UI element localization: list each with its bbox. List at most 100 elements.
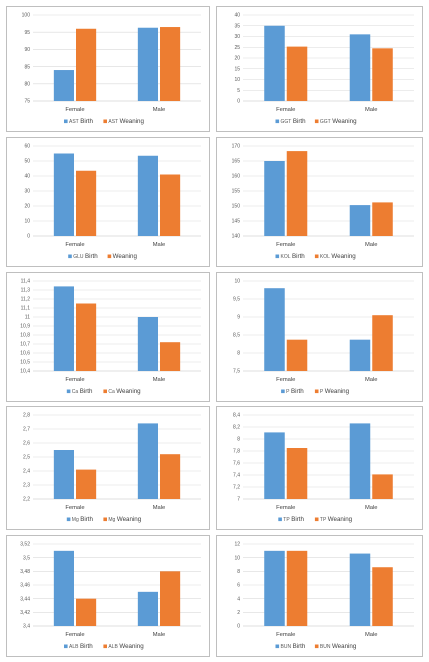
- bar-birth-female: [264, 161, 285, 236]
- y-tick-label: 10,4: [20, 369, 30, 375]
- legend-series-word: Birth: [291, 516, 304, 523]
- legend-swatch-birth: [66, 389, 71, 394]
- legend-series-prefix: GLU: [73, 254, 84, 260]
- y-tick-label: 85: [24, 64, 30, 70]
- legend-swatch-birth: [64, 644, 68, 649]
- legend-series-prefix: Ca: [72, 389, 79, 395]
- legend-series-word: Birth: [80, 643, 93, 650]
- bar-birth-female: [53, 550, 74, 626]
- legend-label-weaning: Mg Weaning: [108, 516, 141, 523]
- y-tick-label: 20: [234, 56, 240, 62]
- chart-panel-5: 10,4 10,5 10,6 10,7 10,8 10,9 11 11,1 11,2 11,3 11…: [6, 272, 210, 402]
- y-tick-label: 7,2: [233, 485, 240, 491]
- y-tick-label: 145: [232, 219, 241, 225]
- chart-panel-3: 0 10 20 30 40 50 60 Female Male GLU Birth Weaning: [6, 137, 210, 267]
- y-tick-label: 100: [22, 13, 31, 19]
- y-tick-label: 7,6: [233, 461, 240, 467]
- x-category-label: Male: [153, 377, 166, 383]
- legend-swatch-birth: [275, 644, 280, 649]
- legend-swatch-birth: [68, 254, 72, 259]
- y-tick-label: 10,8: [20, 333, 30, 339]
- legend-swatch-weaning: [314, 517, 319, 522]
- legend-swatch-weaning: [107, 254, 112, 259]
- y-tick-label: 165: [232, 159, 241, 165]
- legend: AST Birth AST Weaning: [64, 118, 145, 125]
- y-tick-label: 2: [237, 610, 240, 616]
- y-tick-label: 20: [24, 204, 30, 210]
- legend-swatch-weaning: [314, 389, 319, 394]
- x-category-label: Male: [365, 107, 378, 113]
- legend-series-prefix: ALB: [69, 644, 79, 650]
- bar-weaning-male: [160, 342, 181, 371]
- legend-swatch-birth: [275, 119, 280, 124]
- y-tick-label: 2,8: [23, 413, 30, 419]
- y-tick-label: 9: [237, 315, 240, 321]
- bar-weaning-male: [160, 27, 181, 101]
- y-tick-label: 8: [237, 569, 240, 575]
- legend-swatch-birth: [278, 517, 282, 522]
- legend-label-birth: GLU Birth: [73, 253, 98, 260]
- bar-weaning-male: [372, 474, 393, 499]
- legend-swatch-weaning: [103, 119, 107, 124]
- x-category-label: Female: [65, 505, 84, 511]
- legend-series-prefix: P: [320, 389, 324, 395]
- x-category-label: Female: [65, 107, 84, 113]
- bar-weaning-male: [372, 315, 393, 371]
- y-tick-label: 10: [234, 77, 240, 83]
- x-category-label: Male: [153, 107, 166, 113]
- legend-series-prefix: KOL: [320, 254, 330, 260]
- y-tick-label: 10,5: [20, 360, 30, 366]
- legend-series-prefix: AST: [69, 119, 79, 125]
- legend-series-prefix: P: [286, 389, 290, 395]
- bar-birth-male: [349, 553, 371, 626]
- y-tick-label: 30: [24, 189, 30, 195]
- legend: Mg Birth Mg Weaning: [66, 516, 142, 523]
- bar-birth-male: [349, 205, 371, 236]
- x-category-label: Female: [65, 377, 84, 383]
- bar-birth-female: [264, 432, 285, 499]
- y-tick-label: 140: [232, 234, 241, 240]
- x-category-label: Female: [65, 632, 84, 638]
- legend: KOL Birth KOL Weaning: [275, 253, 356, 260]
- bar-birth-male: [137, 27, 158, 102]
- y-tick-label: 7: [237, 497, 240, 503]
- y-tick-label: 3,46: [20, 583, 30, 589]
- legend-series-prefix: ALB: [108, 644, 118, 650]
- x-category-label: Male: [153, 242, 166, 248]
- legend-swatch-weaning: [314, 644, 319, 649]
- y-tick-label: 8,4: [233, 413, 240, 419]
- legend-series-prefix: Mg: [108, 517, 115, 523]
- x-category-label: Male: [153, 632, 166, 638]
- legend-series-word: Weaning: [120, 118, 145, 125]
- y-tick-label: 10,7: [20, 342, 30, 348]
- x-category-label: Female: [276, 107, 295, 113]
- chart-panel-2: 0 5 10 15 20 25 30 35 40 Female Male GGT Birth GGT Wea…: [216, 6, 423, 132]
- legend-series-word: Birth: [291, 388, 304, 395]
- legend: GLU Birth Weaning: [68, 253, 137, 260]
- bar-weaning-female: [76, 598, 97, 626]
- y-tick-label: 9,5: [233, 297, 240, 303]
- y-tick-label: 25: [234, 45, 240, 51]
- legend-label-birth: P Birth: [286, 388, 304, 395]
- y-tick-label: 3,52: [20, 542, 30, 548]
- bar-weaning-female: [76, 469, 97, 499]
- y-tick-label: 2,5: [23, 455, 30, 461]
- legend-label-weaning: BUN Weaning: [320, 643, 357, 650]
- legend-series-word: Weaning: [332, 118, 357, 125]
- bar-weaning-female: [286, 448, 308, 499]
- y-tick-label: 15: [234, 66, 240, 72]
- chart-panel-8: 7 7,2 7,4 7,6 7,8 8 8,2 8,4 Female Male TP Birth TP W…: [216, 406, 423, 530]
- chart-panel-7: 2,2 2,3 2,4 2,5 2,6 2,7 2,8 Female Male Mg Birth Mg…: [6, 406, 210, 530]
- y-tick-label: 3,42: [20, 610, 30, 616]
- y-tick-label: 2,4: [23, 469, 30, 475]
- legend-series-prefix: AST: [108, 119, 118, 125]
- legend: Ca Birth Ca Weaning: [66, 388, 141, 395]
- legend: TP Birth TP Weaning: [278, 516, 353, 523]
- legend-series-prefix: BUN: [320, 644, 331, 650]
- legend-series-prefix: Ca: [108, 389, 115, 395]
- y-tick-label: 150: [232, 204, 241, 210]
- y-tick-label: 10: [24, 219, 30, 225]
